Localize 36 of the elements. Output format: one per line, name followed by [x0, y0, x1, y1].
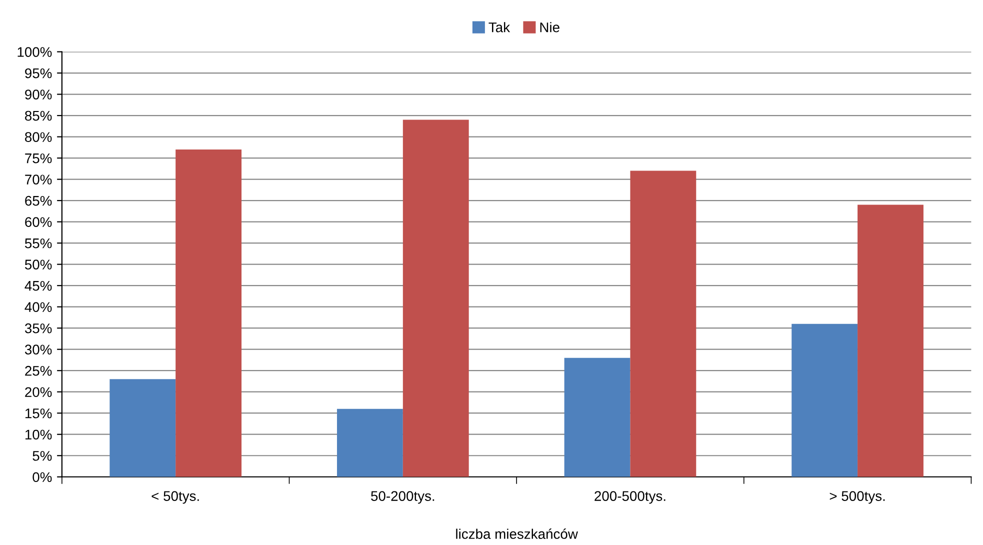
x-tick-label: 50-200tys. [371, 491, 434, 504]
y-tick-label: 0% [32, 472, 52, 482]
bar [402, 120, 469, 477]
y-tick-label: 25% [25, 366, 52, 376]
y-tick-label: 60% [25, 217, 52, 227]
x-tick-label: > 500tys. [830, 491, 885, 504]
bar [110, 379, 176, 477]
y-tick-label: 10% [25, 430, 52, 440]
bar [792, 324, 858, 477]
y-tick-label: 95% [25, 68, 52, 78]
y-tick-label: 80% [25, 132, 52, 142]
legend-label: Tak [488, 22, 510, 32]
y-tick-label: 55% [24, 238, 52, 248]
y-tick-label: 70% [25, 174, 52, 184]
y-tick-label: 85% [25, 110, 52, 121]
bar [176, 150, 242, 477]
y-tick-label: 90% [25, 90, 52, 100]
legend-label: Nie [540, 22, 560, 32]
x-tick-label: 200-500tys. [594, 491, 666, 504]
y-tick-label: 35% [24, 323, 52, 334]
x-axis-title: liczba mieszkańców [456, 528, 578, 539]
y-tick-label: 100% [18, 47, 52, 57]
x-tick-label: < 50tys. [152, 491, 199, 504]
y-tick-label: 30% [24, 344, 52, 355]
bar [858, 204, 924, 477]
y-tick-label: 20% [25, 387, 52, 398]
y-tick-label: 40% [24, 302, 52, 312]
y-tick-label: 65% [25, 196, 52, 206]
y-tick-label: 5% [32, 451, 52, 461]
y-tick-label: 75% [25, 153, 52, 164]
y-tick-label: 45% [24, 280, 52, 291]
y-tick-label: 50% [24, 260, 52, 270]
bar [630, 170, 696, 477]
bar [564, 358, 630, 477]
bar [336, 408, 403, 477]
y-tick-label: 15% [25, 408, 52, 418]
